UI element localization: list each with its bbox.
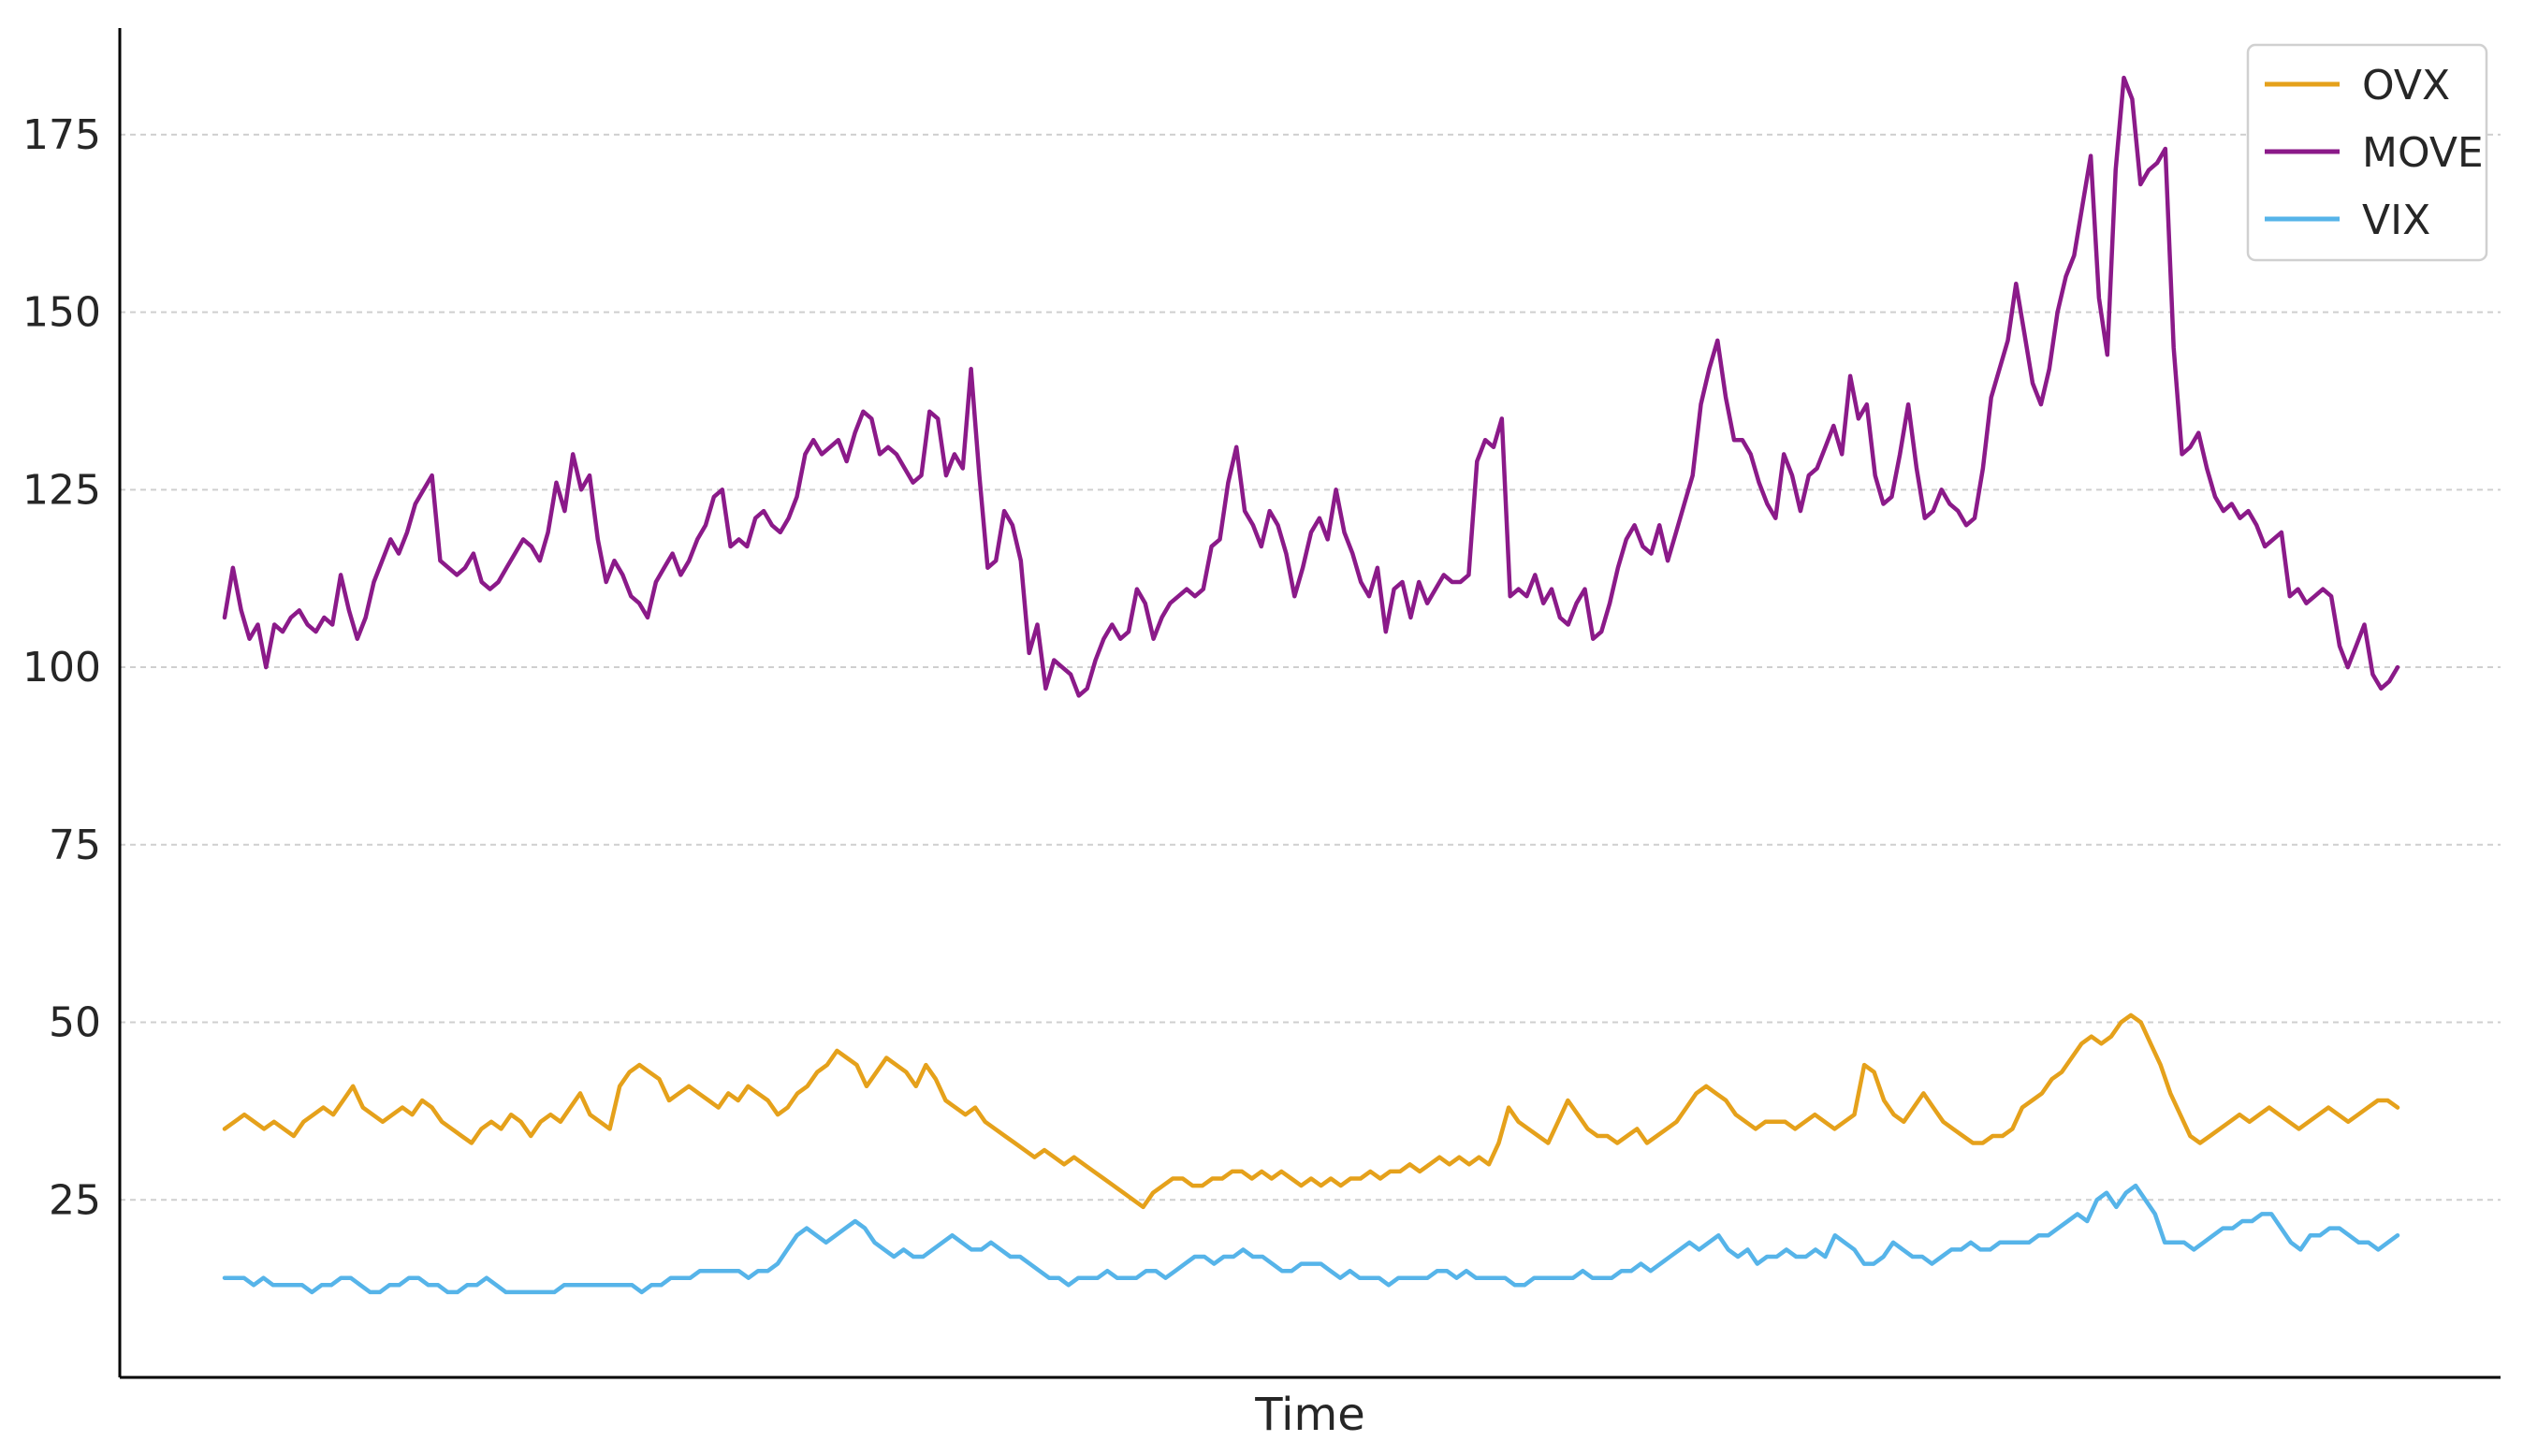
y-tick-label: 150	[22, 289, 101, 337]
legend: OVX MOVE VIX	[2246, 43, 2488, 262]
axes	[118, 28, 2501, 1379]
y-tick-labels: 25 50 75 100 125 150 175	[22, 111, 101, 1224]
series-line-move	[222, 75, 2400, 698]
series-line-vix	[222, 1183, 2400, 1295]
y-tick-label: 175	[22, 111, 101, 159]
grid-lines	[120, 133, 2501, 1201]
y-tick-label: 75	[49, 822, 101, 869]
legend-label: VIX	[2362, 197, 2430, 244]
y-tick-label: 125	[22, 466, 101, 514]
series-lines	[222, 75, 2400, 1295]
legend-label: MOVE	[2362, 129, 2484, 177]
x-axis-label: Time	[1254, 1389, 1364, 1441]
y-tick-label: 25	[49, 1176, 101, 1224]
legend-label: OVX	[2362, 62, 2450, 109]
y-tick-label: 100	[22, 644, 101, 692]
legend-box	[2246, 43, 2488, 262]
y-tick-label: 50	[49, 999, 101, 1047]
series-line-ovx	[222, 1012, 2400, 1210]
